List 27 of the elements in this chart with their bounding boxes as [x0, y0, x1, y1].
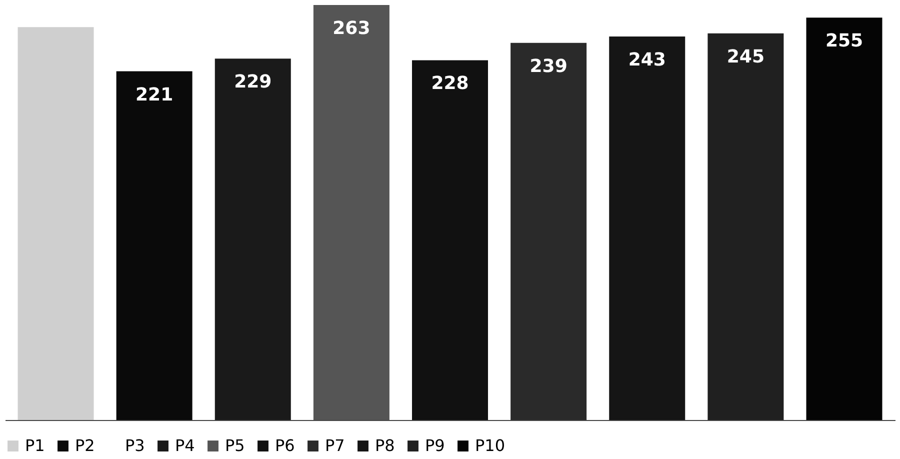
data-label: 239	[530, 56, 568, 77]
bar	[806, 18, 882, 420]
bar	[510, 42, 587, 420]
data-label: 263	[332, 18, 370, 39]
bar	[214, 58, 291, 420]
legend-label: P2	[75, 436, 95, 455]
text: P3	[125, 436, 145, 455]
legend-label: P6	[275, 436, 295, 455]
legend-label: P8	[375, 436, 395, 455]
bar	[708, 33, 784, 420]
legend-label: P1	[25, 436, 45, 455]
bar	[18, 27, 94, 420]
data-label: 243	[628, 50, 666, 71]
legend-label: P7	[325, 436, 345, 455]
data-label: 228	[431, 73, 469, 94]
data-label: 229	[234, 72, 272, 93]
legend-label: P10	[475, 436, 506, 455]
bar	[412, 60, 488, 420]
legend-label: P5	[225, 436, 245, 455]
data-label: 255	[825, 30, 864, 52]
bar	[116, 71, 192, 420]
legend-label: P4	[175, 436, 195, 455]
data-label: 221	[136, 84, 174, 106]
bar	[313, 5, 390, 420]
data-label: 245	[726, 46, 764, 68]
legend-label: P9	[425, 436, 445, 455]
bar	[609, 36, 686, 420]
